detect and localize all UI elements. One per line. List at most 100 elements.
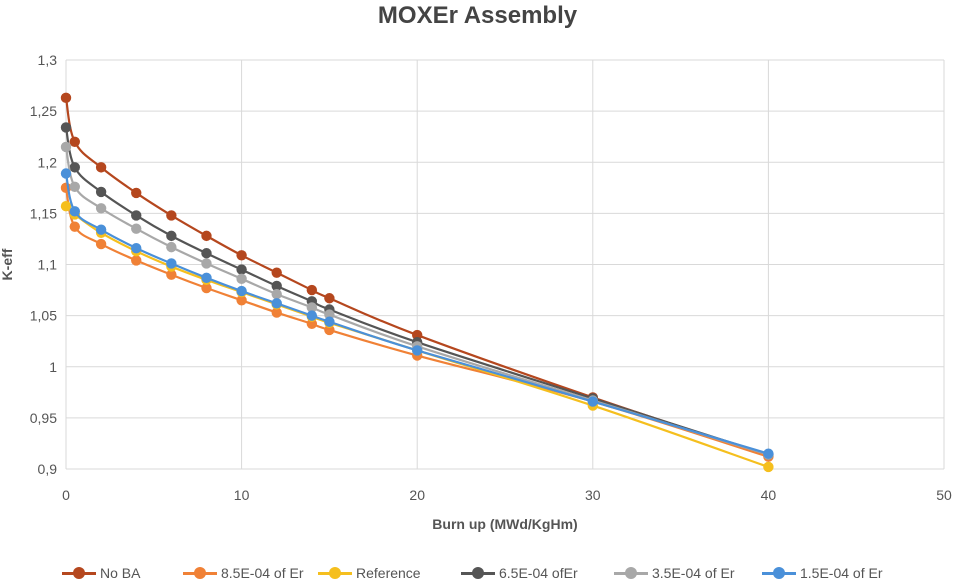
data-point-3-5e-04-of-er (306, 302, 318, 313)
y-axis-title: K-eff (0, 248, 15, 280)
data-point-1-5e-04-of-er (131, 242, 142, 254)
y-tick-label: 1,2 (38, 154, 58, 170)
legend: No BA 8.5E-04 of Er Reference 6.5E-04 ofEr 3… (0, 563, 955, 583)
x-tick-label: 20 (409, 487, 425, 503)
data-point-1-5e-04-of-er (306, 310, 318, 321)
x-tick-label: 40 (761, 487, 777, 503)
data-point-1-5e-04-of-er (763, 448, 774, 459)
data-point-3-5e-04-of-er (131, 223, 142, 234)
data-point-1-5e-04-of-er (166, 258, 177, 269)
x-tick-label: 0 (62, 487, 70, 503)
series-1-5e-04-of-er (60, 168, 774, 459)
data-point-1-5e-04-of-er (69, 206, 80, 217)
data-point-no-ba (271, 267, 282, 278)
y-tick-label: 1,1 (38, 257, 58, 273)
legend-swatch (614, 563, 648, 583)
legend-item-8-5e-04-of-er: 8.5E-04 of Er (183, 563, 304, 583)
data-point-6-5e-04-ofer (131, 210, 142, 221)
data-point-1-5e-04-of-er (201, 272, 212, 283)
legend-item-no-ba: No BA (62, 563, 140, 583)
legend-label: 3.5E-04 of Er (652, 565, 735, 581)
data-point-reference (60, 201, 72, 212)
chart-title: MOXEr Assembly (377, 2, 578, 29)
data-point-6-5e-04-ofer (60, 122, 72, 133)
data-point-3-5e-04-of-er (60, 141, 72, 153)
data-point-1-5e-04-of-er (324, 316, 335, 327)
legend-item-6-5e-04-ofer: 6.5E-04 ofEr (461, 563, 578, 583)
legend-swatch (183, 563, 217, 583)
data-point-no-ba (95, 162, 107, 173)
data-point-3-5e-04-of-er (324, 309, 335, 320)
data-point-8-5e-04-of-er (201, 282, 212, 294)
y-tick-label: 1,3 (38, 52, 58, 68)
x-tick-label: 50 (936, 487, 952, 503)
legend-label: Reference (356, 565, 421, 581)
data-point-3-5e-04-of-er (236, 273, 247, 285)
data-point-6-5e-04-ofer (166, 230, 177, 242)
data-point-no-ba (412, 329, 423, 341)
data-point-6-5e-04-ofer (201, 248, 212, 259)
x-tick-labels: 0 10 20 30 40 50 (62, 487, 952, 503)
data-point-no-ba (69, 136, 80, 147)
data-point-reference (763, 461, 774, 473)
data-point-1-5e-04-of-er (587, 396, 598, 407)
data-point-6-5e-04-ofer (271, 280, 282, 292)
data-point-6-5e-04-ofer (69, 162, 80, 173)
y-tick-labels: 0,9 0,95 1 1,05 1,1 1,15 1,2 1,25 1,3 (30, 52, 57, 477)
line-chart: 0 10 20 30 40 50 0,9 0,95 1 1,05 1,1 1,15 1,2 1,25 1,… (0, 52, 952, 532)
legend-item-1-5e-04-of-er: 1.5E-04 of Er (762, 563, 883, 583)
data-point-1-5e-04-of-er (60, 168, 72, 179)
data-point-no-ba (236, 250, 247, 261)
data-point-no-ba (60, 92, 72, 104)
data-point-no-ba (131, 187, 142, 199)
legend-item-3-5e-04-of-er: 3.5E-04 of Er (614, 563, 735, 583)
legend-item-reference: Reference (318, 563, 421, 583)
legend-swatch (461, 563, 495, 583)
data-point-no-ba (306, 284, 318, 296)
y-tick-label: 0,9 (38, 461, 58, 477)
y-tick-label: 1,25 (30, 103, 57, 119)
y-tick-label: 1 (49, 359, 57, 375)
data-point-1-5e-04-of-er (236, 285, 247, 297)
series-line-6-5e-04-ofer (64, 127, 769, 456)
data-point-8-5e-04-of-er (236, 295, 247, 306)
data-point-3-5e-04-of-er (166, 241, 177, 253)
data-point-3-5e-04-of-er (271, 288, 282, 300)
data-point-3-5e-04-of-er (95, 203, 107, 214)
legend-swatch (62, 563, 96, 583)
x-tick-label: 30 (585, 487, 601, 503)
data-point-no-ba (166, 210, 177, 221)
series-line-no-ba (64, 97, 769, 457)
x-axis-title: Burn up (MWd/KgHm) (432, 516, 577, 532)
data-point-8-5e-04-of-er (69, 221, 80, 232)
legend-swatch (762, 563, 796, 583)
y-tick-label: 1,15 (30, 205, 57, 221)
data-point-6-5e-04-ofer (95, 186, 107, 198)
data-point-1-5e-04-of-er (95, 224, 107, 235)
series-group (60, 92, 774, 473)
series-line-3-5e-04-of-er (64, 146, 769, 456)
data-point-6-5e-04-ofer (236, 264, 247, 275)
y-tick-label: 1,05 (30, 308, 57, 324)
data-point-8-5e-04-of-er (131, 255, 142, 266)
data-point-8-5e-04-of-er (306, 318, 318, 330)
data-point-1-5e-04-of-er (412, 345, 423, 356)
data-point-3-5e-04-of-er (201, 258, 212, 269)
y-tick-label: 0,95 (30, 410, 57, 426)
data-point-8-5e-04-of-er (324, 324, 335, 336)
data-point-8-5e-04-of-er (166, 269, 177, 280)
legend-swatch (318, 563, 352, 583)
data-point-3-5e-04-of-er (69, 181, 80, 192)
x-tick-label: 10 (234, 487, 250, 503)
data-point-1-5e-04-of-er (271, 298, 282, 309)
legend-label: 6.5E-04 ofEr (499, 565, 578, 581)
data-point-8-5e-04-of-er (95, 238, 107, 250)
legend-label: No BA (100, 565, 141, 581)
data-point-no-ba (324, 293, 335, 304)
legend-label: 8.5E-04 of Er (221, 565, 304, 581)
legend-label: 1.5E-04 of Er (800, 565, 883, 581)
series-line-1-5e-04-of-er (64, 173, 769, 455)
data-point-8-5e-04-of-er (271, 307, 282, 318)
grid-lines (65, 59, 945, 470)
data-point-no-ba (201, 230, 212, 242)
